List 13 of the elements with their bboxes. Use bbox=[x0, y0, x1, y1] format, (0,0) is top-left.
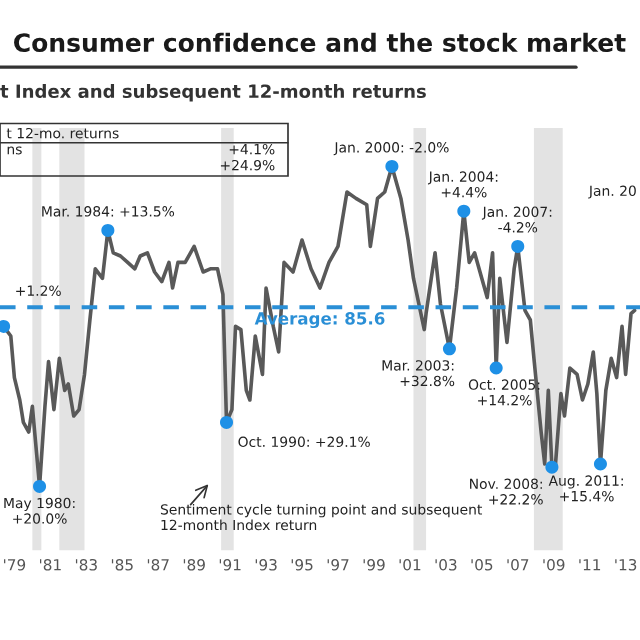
point bbox=[33, 479, 47, 493]
chart-subtitle: t Index and subsequent 12-month returns bbox=[0, 84, 426, 102]
point bbox=[593, 457, 607, 471]
chart-title: Consumer confidence and the stock market bbox=[14, 32, 626, 53]
point bbox=[489, 361, 503, 375]
point bbox=[457, 204, 471, 218]
point bbox=[385, 159, 399, 173]
point bbox=[511, 239, 525, 253]
point bbox=[442, 342, 456, 356]
point bbox=[545, 460, 559, 474]
point bbox=[101, 223, 115, 237]
point bbox=[220, 415, 234, 429]
point bbox=[0, 319, 11, 333]
